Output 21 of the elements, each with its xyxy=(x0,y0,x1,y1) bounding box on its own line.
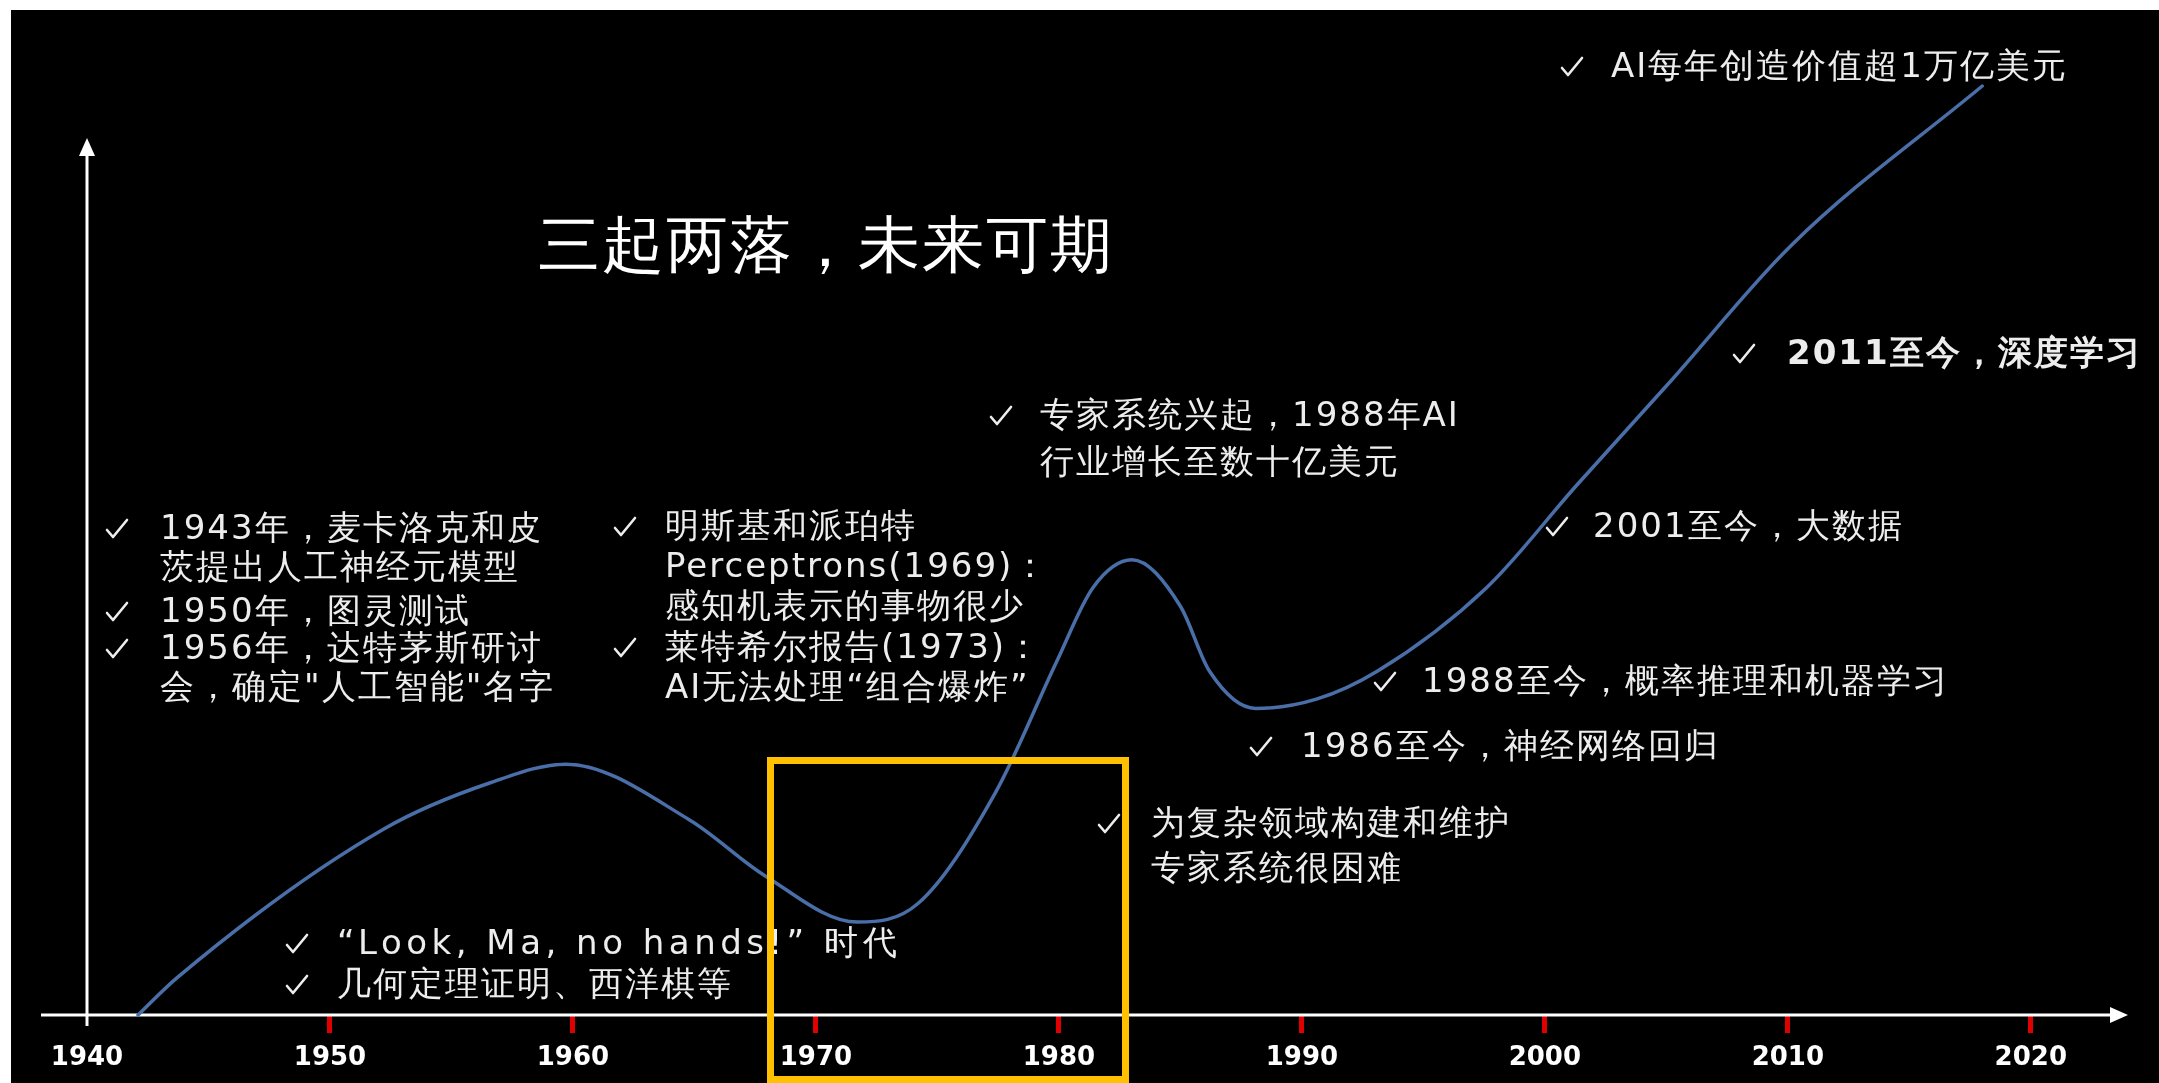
x-tick-label: 1940 xyxy=(50,1041,124,1072)
x-tick-label: 1960 xyxy=(536,1041,610,1072)
x-tick-label: 2000 xyxy=(1508,1041,1582,1072)
x-tick-label: 1980 xyxy=(1022,1041,1096,1072)
annotation: 为复杂领域构建和维护专家系统很困难 xyxy=(1151,800,1512,889)
x-tick-label: 2010 xyxy=(1751,1041,1825,1072)
x-tick-label: 1970 xyxy=(779,1041,853,1072)
annotation: 几何定理证明、西洋棋等 xyxy=(337,963,733,1003)
annotation: 明斯基和派珀特Perceptrons(1969)：感知机表示的事物很少 xyxy=(665,505,1051,625)
annotation: 专家系统兴起，1988年AI行业增长至数十亿美元 xyxy=(1040,392,1461,483)
x-tick-label: 1990 xyxy=(1265,1041,1339,1072)
text: AI每年创造价值超1万亿美元 xyxy=(1611,44,2068,87)
annotation: 1986至今，神经网络回归 xyxy=(1301,724,1720,767)
x-tick-label: 1950 xyxy=(293,1041,367,1072)
annotation: 2001至今，大数据 xyxy=(1593,504,1904,547)
x-tick-label: 2020 xyxy=(1994,1041,2067,1072)
annotation: 1988至今，概率推理和机器学习 xyxy=(1422,659,1949,702)
text: 三起两落，未来可期 xyxy=(538,207,1114,283)
annotation: 莱特希尔报告(1973)：AI无法处理“组合爆炸” xyxy=(665,626,1044,706)
annotation: 1943年，麦卡洛克和皮茨提出人工神经元模型 xyxy=(160,506,544,586)
annotation: 2011至今，深度学习 xyxy=(1787,331,2142,374)
